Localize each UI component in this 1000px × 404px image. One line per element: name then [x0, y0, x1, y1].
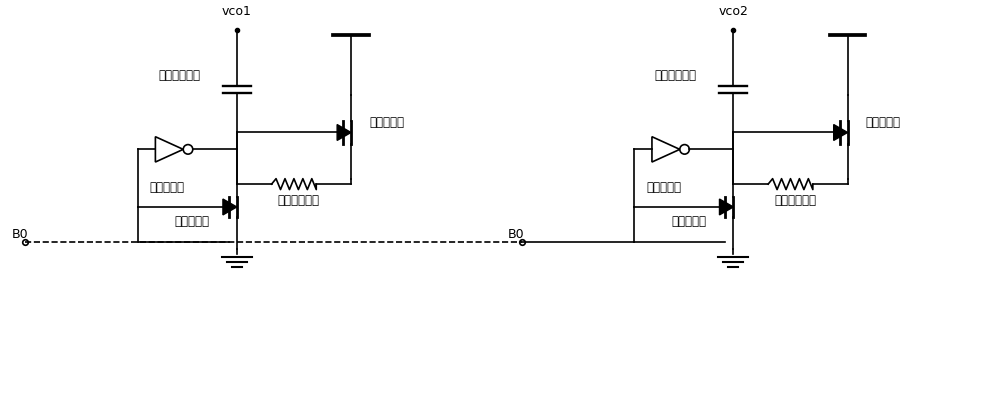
Text: 第三晶体管: 第三晶体管 [671, 215, 706, 228]
Polygon shape [834, 124, 848, 141]
Text: vco1: vco1 [222, 5, 252, 18]
Polygon shape [337, 124, 351, 141]
Text: 第二负载电阻: 第二负载电阻 [774, 194, 816, 206]
Text: B0: B0 [508, 228, 525, 241]
Text: vco2: vco2 [718, 5, 748, 18]
Text: 第二反相器: 第二反相器 [646, 181, 681, 194]
Text: 第二晶体管: 第二晶体管 [369, 116, 404, 129]
Text: 第一负载电阻: 第一负载电阻 [278, 194, 320, 206]
Text: 第四晶体管: 第四晶体管 [865, 116, 900, 129]
Text: 第一权位电容: 第一权位电容 [158, 69, 200, 82]
Text: 第一反相器: 第一反相器 [150, 181, 185, 194]
Polygon shape [223, 199, 237, 215]
Text: 第二权位电容: 第二权位电容 [655, 69, 697, 82]
Text: 第一晶体管: 第一晶体管 [175, 215, 210, 228]
Text: B0: B0 [11, 228, 28, 241]
Polygon shape [719, 199, 733, 215]
